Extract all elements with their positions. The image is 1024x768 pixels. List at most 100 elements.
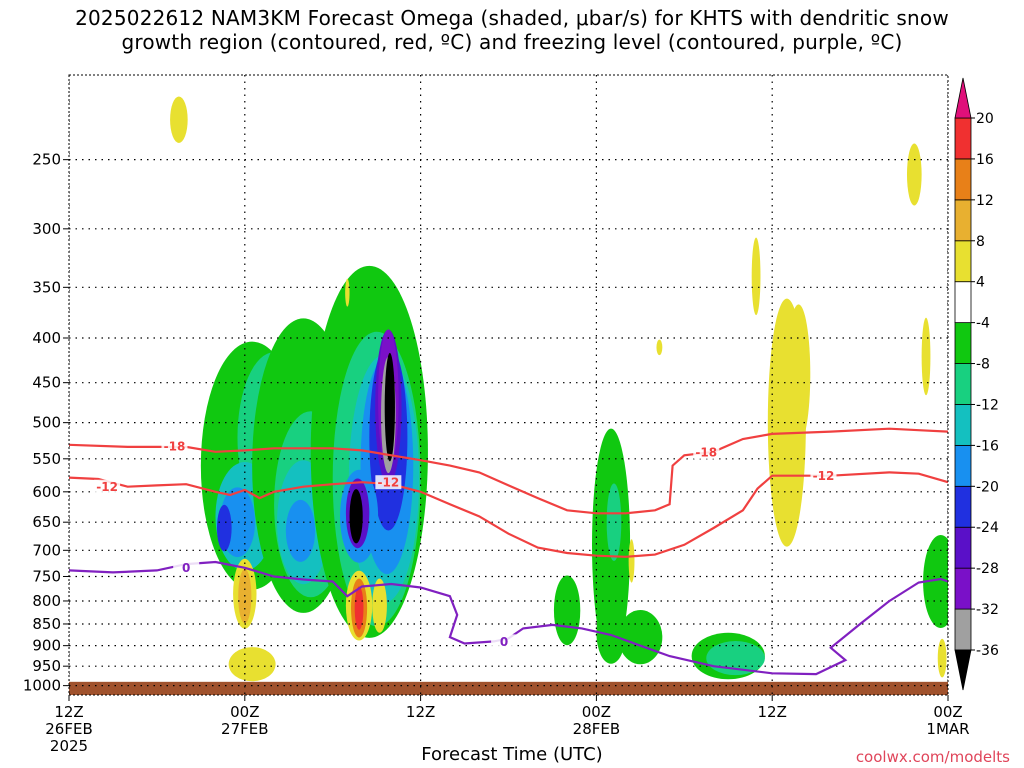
- omega-cell: [553, 575, 581, 646]
- omega-cell: [937, 638, 947, 678]
- y-tick-label: 850: [32, 615, 61, 633]
- contour-label: 0: [182, 561, 190, 575]
- contour-label-bg: [491, 634, 518, 649]
- x-tick-label: 1MAR: [926, 720, 969, 738]
- colorbar-swatch: [954, 158, 972, 201]
- omega-cell: [228, 647, 276, 682]
- colorbar-min-arrow: [954, 649, 972, 691]
- contour-label-bg: [94, 479, 121, 494]
- colorbar-swatch: [954, 526, 972, 569]
- y-tick-label: 300: [32, 220, 61, 238]
- x-tick-label: 00Z: [582, 703, 611, 721]
- y-tick-label: 350: [32, 278, 61, 296]
- y-tick-label: 400: [32, 329, 61, 347]
- omega-cell: [921, 317, 931, 396]
- colorbar-label: 12: [976, 193, 994, 209]
- colorbar-label: -24: [976, 520, 999, 536]
- contour-0: [69, 560, 948, 676]
- omega-cell: [596, 601, 626, 664]
- y-tick-label: 450: [32, 374, 61, 392]
- omega-cell: [170, 96, 188, 143]
- contour-label-bg: [161, 439, 188, 454]
- y-axis: 250 300 350 400 450 500 550 600 650 700 750 800 850 9…: [23, 151, 69, 695]
- colorbar-swatch: [954, 485, 972, 528]
- omega-cell: [354, 586, 364, 630]
- colorbar-swatch: [954, 363, 972, 405]
- contour-label: -12: [378, 476, 400, 490]
- x-axis-label: Forecast Time (UTC): [421, 744, 603, 765]
- omega-cell: [349, 489, 363, 544]
- y-tick-label: 1000: [23, 677, 61, 695]
- contour-label: -12: [813, 469, 835, 483]
- colorbar-label: -12: [976, 397, 999, 413]
- colorbar-label: -32: [976, 602, 999, 618]
- x-tick-label: 00Z: [230, 703, 259, 721]
- x-tick-label: 12Z: [406, 703, 435, 721]
- omega-cell: [786, 304, 811, 444]
- contour-label: 0: [500, 635, 508, 649]
- chart-title: 2025022612 NAM3KM Forecast Omega (shaded…: [0, 6, 1024, 54]
- x-tick-label: 28FEB: [573, 720, 620, 738]
- omega-cell: [656, 339, 663, 356]
- plot-area: [69, 75, 948, 695]
- colorbar-label: 20: [976, 111, 994, 127]
- x-tick-label: 12Z: [54, 703, 83, 721]
- colorbar-swatch: [954, 199, 972, 242]
- x-tick-label: 2025: [50, 737, 88, 755]
- y-tick-label: 750: [32, 567, 61, 585]
- y-tick-label: 800: [32, 592, 61, 610]
- contour-label-bg: [375, 475, 402, 490]
- omega-cell: [628, 539, 635, 583]
- contour-label: -12: [96, 480, 118, 494]
- y-tick-label: 600: [32, 483, 61, 501]
- omega-cell: [606, 483, 622, 561]
- colorbar-swatch: [954, 240, 972, 283]
- grid-lines: [69, 75, 948, 695]
- x-tick-label: 12Z: [758, 703, 787, 721]
- omega-cell: [384, 352, 395, 462]
- colorbar-swatch: [954, 404, 972, 446]
- omega-cell: [751, 237, 761, 316]
- plot-frame: [68, 74, 949, 696]
- x-tick-label: 00Z: [933, 703, 962, 721]
- omega-cell: [923, 535, 948, 628]
- colorbar-swatch: [954, 322, 972, 364]
- omega-cell: [285, 499, 316, 562]
- omega-cell: [706, 641, 765, 676]
- colorbar-swatch: [954, 281, 972, 324]
- contour--12: [69, 471, 948, 558]
- colorbar-label: 8: [976, 234, 985, 250]
- chart-title-line2: growth region (contoured, red, ºC) and f…: [121, 30, 903, 54]
- x-tick-label: 26FEB: [45, 720, 92, 738]
- y-tick-label: 900: [32, 637, 61, 655]
- colorbar-label: 4: [976, 275, 985, 291]
- colorbar-label: -8: [976, 357, 990, 373]
- colorbar-label: -28: [976, 561, 999, 577]
- contour--18: [69, 427, 948, 515]
- contour-label-bg: [810, 468, 837, 483]
- x-tick-label: 27FEB: [221, 720, 268, 738]
- colorbar: -36 -32 -28 -24 -20 -16 -12 -8 -4 4 8 12 16 20: [954, 77, 999, 691]
- omega-cell: [618, 610, 663, 665]
- colorbar-label: -36: [976, 643, 999, 659]
- credit-link[interactable]: coolwx.com/modelts: [855, 748, 1010, 766]
- ground-layer: [69, 681, 948, 695]
- omega-cell: [906, 143, 922, 206]
- colorbar-swatch: [954, 117, 972, 160]
- omega-cell: [345, 278, 350, 307]
- omega-shading: [170, 96, 948, 682]
- colorbar-swatch: [954, 567, 972, 610]
- colorbar-label: 16: [976, 152, 994, 168]
- omega-cell: [372, 578, 387, 633]
- colorbar-swatch: [954, 444, 972, 487]
- y-tick-label: 250: [32, 151, 61, 169]
- y-tick-label: 650: [32, 513, 61, 531]
- contour-label: -18: [164, 440, 186, 454]
- chart-title-line1: 2025022612 NAM3KM Forecast Omega (shaded…: [75, 6, 949, 30]
- contour-label-bg: [693, 444, 720, 459]
- colorbar-max-arrow: [954, 77, 972, 119]
- contour-labels: -18 -18 -12 -12 -12 0 0: [94, 439, 837, 649]
- contour-label: -18: [695, 445, 717, 459]
